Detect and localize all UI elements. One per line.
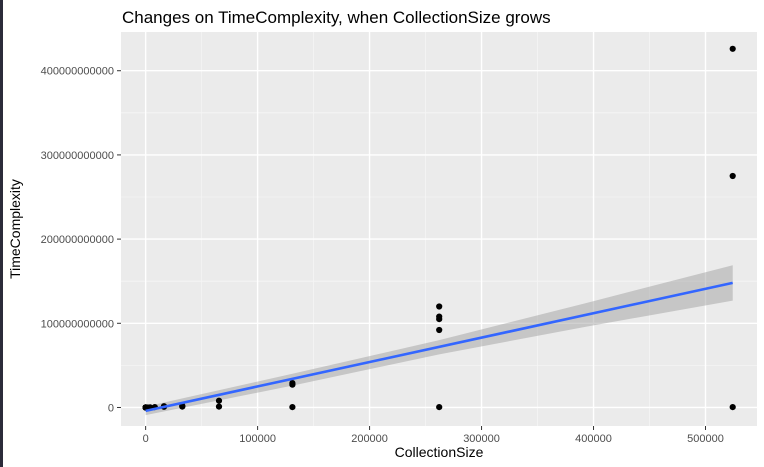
x-tick-label: 300000 (463, 433, 500, 445)
data-point (729, 404, 736, 411)
y-tick-label: 300000000000 (41, 150, 114, 162)
x-tick-label: 500000 (687, 433, 724, 445)
y-tick-label: 200000000000 (41, 234, 114, 246)
data-point (289, 404, 296, 411)
x-tick-label: 0 (143, 433, 149, 445)
window-left-edge (0, 0, 3, 467)
data-point (729, 172, 736, 180)
y-axis-title: TimeComplexity (7, 179, 23, 279)
data-point (436, 303, 443, 310)
y-tick-label: 400000000000 (41, 66, 114, 78)
data-point (289, 380, 296, 387)
y-axis-ticks: 0 100000000000 200000000000 300000000000 400… (41, 66, 121, 414)
fit-line-layer (145, 281, 733, 413)
y-tick-label: 100000000000 (41, 318, 114, 330)
x-tick-label: 400000 (575, 433, 612, 445)
x-axis-title: CollectionSize (395, 444, 484, 460)
x-tick-label: 100000 (239, 433, 276, 445)
data-point (215, 403, 223, 410)
x-axis-ticks: 0 100000 200000 300000 400000 500000 (143, 426, 724, 445)
data-point (436, 326, 443, 334)
data-point (436, 404, 443, 411)
data-point (215, 397, 223, 404)
major-gridlines (121, 32, 757, 426)
minor-gridlines (121, 32, 757, 426)
data-point (436, 313, 443, 320)
y-tick-label: 0 (108, 402, 114, 414)
data-point (729, 45, 736, 52)
regression-line (145, 281, 733, 413)
points-layer (142, 45, 736, 411)
chart-title: Changes on TimeComplexity, when Collecti… (122, 8, 551, 27)
plot-panel (121, 32, 757, 426)
x-tick-label: 200000 (351, 433, 388, 445)
